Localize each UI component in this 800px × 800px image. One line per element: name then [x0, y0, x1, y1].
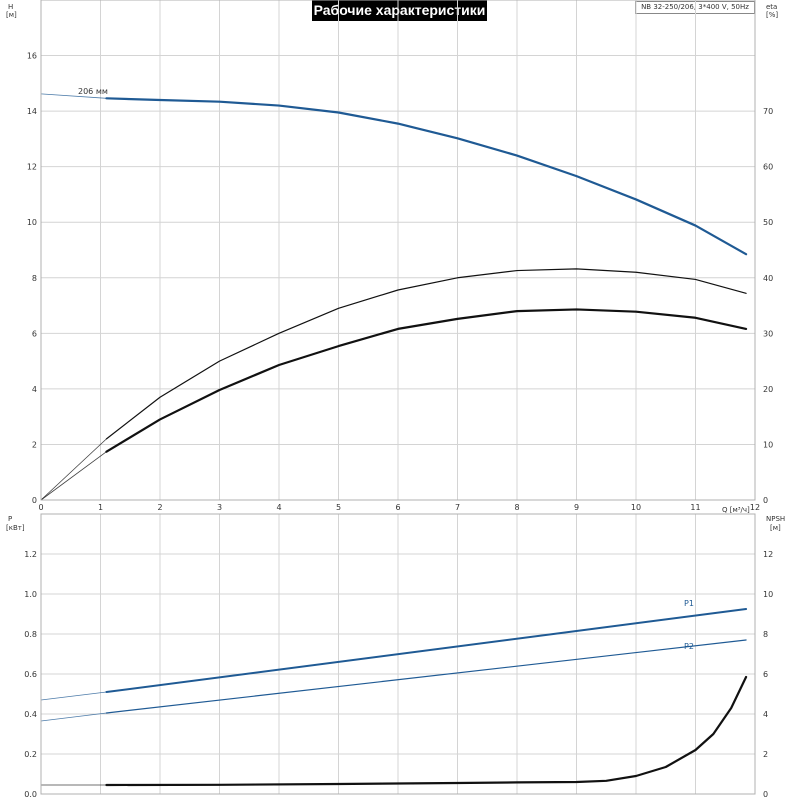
- series-line-1-0: [105, 608, 748, 693]
- bottom-left-axis-title-1: P: [8, 515, 12, 523]
- bottom-right-axis-title-1: NPSH: [766, 515, 785, 523]
- bottom-panel-grid: [40, 514, 756, 794]
- right-tick-label: 0: [763, 496, 768, 505]
- top-panel-series: [40, 93, 748, 501]
- bottom-left-axis-title-2: [кВт]: [6, 524, 25, 532]
- left-tick-label: 10: [27, 218, 37, 227]
- top-left-axis-title-2: [м]: [6, 11, 17, 19]
- right-tick-label: 10: [763, 590, 773, 599]
- series-label-206mm: 206 мм: [78, 87, 108, 96]
- x-tick-label: 8: [514, 503, 519, 512]
- x-tick-label: 3: [217, 503, 222, 512]
- top-right-axis-title-1: eta: [766, 3, 777, 11]
- right-tick-label: 12: [763, 550, 773, 559]
- series-line-1-1: [105, 639, 747, 714]
- left-tick-label: 16: [27, 52, 37, 61]
- top-panel-frame: [40, 0, 756, 501]
- series-label-p2: P2: [684, 642, 694, 651]
- right-tick-label: 2: [763, 750, 768, 759]
- left-tick-label: 8: [32, 274, 37, 283]
- left-tick-label: 14: [27, 107, 37, 116]
- left-tick-label: 0.6: [24, 670, 37, 679]
- x-tick-label: 1: [98, 503, 103, 512]
- series-extension-0-1: [40, 438, 107, 501]
- left-tick-label: 4: [32, 385, 37, 394]
- left-tick-label: 12: [27, 163, 37, 172]
- x-tick-label: 0: [38, 503, 43, 512]
- right-tick-label: 40: [763, 274, 773, 283]
- left-tick-label: 1.0: [24, 590, 37, 599]
- right-tick-label: 4: [763, 710, 768, 719]
- x-tick-label: 5: [336, 503, 341, 512]
- x-tick-label: 11: [690, 503, 700, 512]
- series-line-0-0: [105, 97, 748, 256]
- series-label-p1: P1: [684, 599, 694, 608]
- bottom-panel-series: [40, 608, 748, 787]
- series-extension-1-0: [40, 691, 107, 701]
- right-tick-label: 30: [763, 329, 773, 338]
- x-tick-label: 2: [157, 503, 162, 512]
- bottom-panel-ticks: 0.0 0.2 0.4 0.6 0.8 1.0 1.2 0 2 4 6 8 10 12: [24, 550, 773, 799]
- top-left-axis-title-1: H: [8, 3, 13, 11]
- left-tick-label: 1.2: [24, 550, 37, 559]
- right-tick-label: 0: [763, 790, 768, 799]
- series-line-1-2: [105, 675, 748, 787]
- series-extension-0-0: [40, 93, 107, 99]
- x-tick-label: 9: [574, 503, 579, 512]
- left-tick-label: 0.4: [24, 710, 37, 719]
- series-line-0-1: [105, 268, 747, 440]
- top-panel-grid: [40, 0, 756, 500]
- left-tick-label: 0.8: [24, 630, 37, 639]
- x-tick-label: 10: [631, 503, 641, 512]
- left-tick-label: 0.0: [24, 790, 37, 799]
- left-tick-label: 2: [32, 440, 37, 449]
- top-right-axis-title-2: [%]: [766, 11, 778, 19]
- right-tick-label: 8: [763, 630, 768, 639]
- right-tick-label: 10: [763, 440, 773, 449]
- right-tick-label: 50: [763, 218, 773, 227]
- x-axis-title: Q [м³/ч]: [722, 506, 750, 514]
- right-tick-label: 6: [763, 670, 768, 679]
- x-tick-label: 7: [455, 503, 460, 512]
- series-line-0-2: [105, 308, 748, 453]
- right-tick-label: 60: [763, 163, 773, 172]
- left-tick-label: 0: [32, 496, 37, 505]
- x-tick-label: 4: [276, 503, 281, 512]
- x-tick-label: 6: [395, 503, 400, 512]
- bottom-right-axis-title-2: [м]: [770, 524, 781, 532]
- top-panel-ticks: 0 1 2 3 4 5 6 7 8 9 10 11 12024681012141601020304050…: [27, 52, 773, 512]
- series-extension-1-1: [40, 712, 107, 722]
- bottom-panel-frame: [40, 513, 756, 795]
- chart-title: Рабочие характеристики: [312, 0, 487, 21]
- right-tick-label: 20: [763, 385, 773, 394]
- series-extension-0-2: [40, 451, 107, 501]
- left-tick-label: 6: [32, 329, 37, 338]
- left-tick-label: 0.2: [24, 750, 37, 759]
- x-tick-label: 12: [750, 503, 760, 512]
- right-tick-label: 70: [763, 107, 773, 116]
